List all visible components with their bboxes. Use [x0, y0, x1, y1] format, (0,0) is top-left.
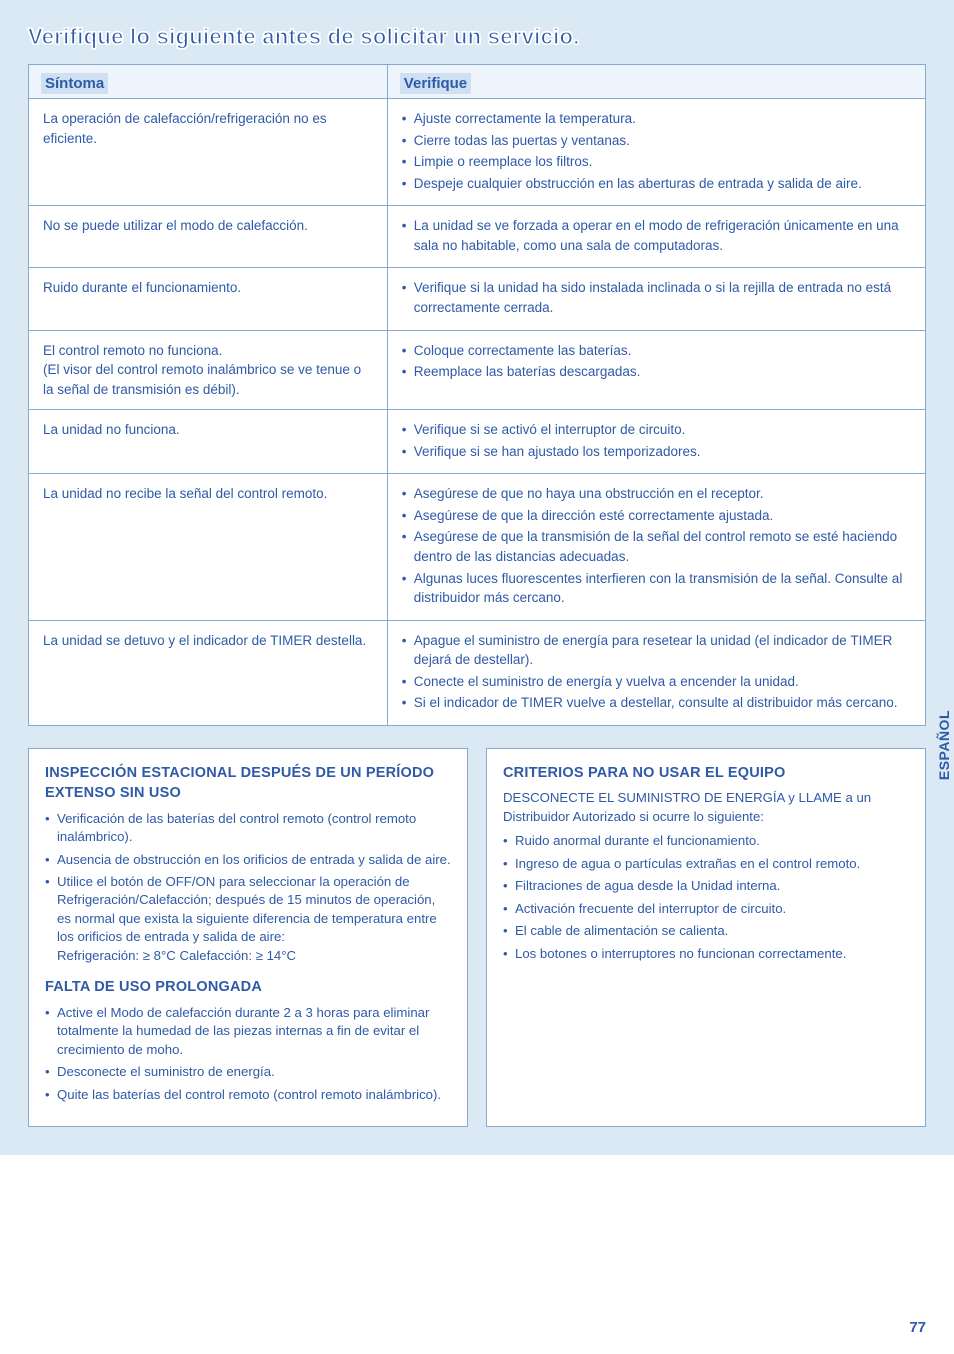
criteria-list: Ruido anormal durante el funcionamiento.… [503, 832, 909, 963]
list-item: Ausencia de obstrucción en los orificios… [45, 851, 451, 869]
col-header-check: Verifique [387, 65, 925, 99]
symptom-cell: La unidad no recibe la señal del control… [29, 474, 388, 620]
check-cell: Asegúrese de que no haya una obstrucción… [387, 474, 925, 620]
prolonged-heading: FALTA DE USO PROLONGADA [45, 977, 451, 997]
info-box-left: INSPECCIÓN ESTACIONAL DESPUÉS DE UN PERÍ… [28, 748, 468, 1127]
troubleshoot-table: Síntoma Verifique La operación de calefa… [28, 64, 926, 726]
symptom-cell: El control remoto no funciona. (El visor… [29, 330, 388, 410]
check-item: Ajuste correctamente la temperatura. [402, 109, 911, 129]
check-item: Si el indicador de TIMER vuelve a destel… [402, 693, 911, 713]
list-item: Verificación de las baterías del control… [45, 810, 451, 847]
language-side-label: ESPAÑOL [936, 710, 952, 780]
prolonged-list: Active el Modo de calefacción durante 2 … [45, 1004, 451, 1104]
list-item: Active el Modo de calefacción durante 2 … [45, 1004, 451, 1059]
page-number: 77 [909, 1319, 926, 1336]
check-cell: Coloque correctamente las baterías.Reemp… [387, 330, 925, 410]
symptom-cell: Ruido durante el funcionamiento. [29, 268, 388, 330]
list-item: Desconecte el suministro de energía. [45, 1063, 451, 1081]
table-row: La unidad no recibe la señal del control… [29, 474, 926, 620]
check-item: Apague el suministro de energía para res… [402, 631, 911, 670]
criteria-intro: DESCONECTE EL SUMINISTRO DE ENERGÍA y LL… [503, 789, 909, 826]
table-row: La unidad se detuvo y el indicador de TI… [29, 620, 926, 725]
list-item: Ingreso de agua o partículas extrañas en… [503, 855, 909, 873]
check-item: Verifique si la unidad ha sido instalada… [402, 278, 911, 317]
seasonal-heading: INSPECCIÓN ESTACIONAL DESPUÉS DE UN PERÍ… [45, 763, 451, 804]
check-item: Algunas luces fluorescentes interfieren … [402, 569, 911, 608]
list-item: Activación frecuente del interruptor de … [503, 900, 909, 918]
symptom-cell: La operación de calefacción/refrigeració… [29, 99, 388, 206]
check-cell: Verifique si la unidad ha sido instalada… [387, 268, 925, 330]
symptom-cell: La unidad no funciona. [29, 410, 388, 474]
check-cell: La unidad se ve forzada a operar en el m… [387, 206, 925, 268]
check-item: Asegúrese de que la dirección esté corre… [402, 506, 911, 526]
symptom-cell: La unidad se detuvo y el indicador de TI… [29, 620, 388, 725]
criteria-heading: CRITERIOS PARA NO USAR EL EQUIPO [503, 763, 909, 783]
list-item: Filtraciones de agua desde la Unidad int… [503, 877, 909, 895]
check-item: Asegúrese de que la transmisión de la se… [402, 527, 911, 566]
check-item: La unidad se ve forzada a operar en el m… [402, 216, 911, 255]
check-item: Asegúrese de que no haya una obstrucción… [402, 484, 911, 504]
check-item: Coloque correctamente las baterías. [402, 341, 911, 361]
page-title: Verifique lo siguiente antes de solicita… [28, 24, 926, 50]
table-row: La unidad no funciona. Verifique si se ac… [29, 410, 926, 474]
info-box-right: CRITERIOS PARA NO USAR EL EQUIPO DESCONE… [486, 748, 926, 1127]
check-item: Verifique si se activó el interruptor de… [402, 420, 911, 440]
table-row: El control remoto no funciona. (El visor… [29, 330, 926, 410]
table-row: Ruido durante el funcionamiento. Verifiqu… [29, 268, 926, 330]
list-item: Utilice el botón de OFF/ON para seleccio… [45, 873, 451, 965]
check-item: Conecte el suministro de energía y vuelv… [402, 672, 911, 692]
list-item: Ruido anormal durante el funcionamiento. [503, 832, 909, 850]
check-cell: Ajuste correctamente la temperatura.Cier… [387, 99, 925, 206]
list-item: Los botones o interruptores no funcionan… [503, 945, 909, 963]
list-item: Quite las baterías del control remoto (c… [45, 1086, 451, 1104]
check-item: Despeje cualquier obstrucción en las abe… [402, 174, 911, 194]
col-header-symptom: Síntoma [29, 65, 388, 99]
check-item: Cierre todas las puertas y ventanas. [402, 131, 911, 151]
check-cell: Verifique si se activó el interruptor de… [387, 410, 925, 474]
check-cell: Apague el suministro de energía para res… [387, 620, 925, 725]
check-item: Limpie o reemplace los filtros. [402, 152, 911, 172]
seasonal-list: Verificación de las baterías del control… [45, 810, 451, 966]
symptom-cell: No se puede utilizar el modo de calefacc… [29, 206, 388, 268]
table-row: La operación de calefacción/refrigeració… [29, 99, 926, 206]
check-item: Reemplace las baterías descargadas. [402, 362, 911, 382]
table-row: No se puede utilizar el modo de calefacc… [29, 206, 926, 268]
check-item: Verifique si se han ajustado los tempori… [402, 442, 911, 462]
list-item: El cable de alimentación se calienta. [503, 922, 909, 940]
